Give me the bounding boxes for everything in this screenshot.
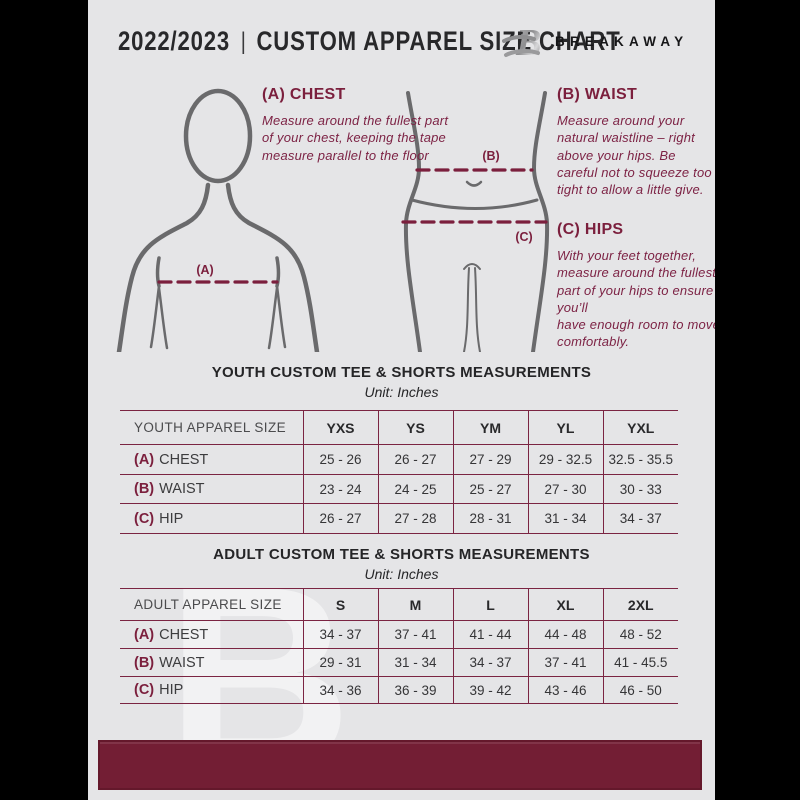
waist-line-label: (B): [482, 149, 499, 163]
footer-accent-bar: [98, 740, 702, 790]
table-cell: 37 - 41: [377, 620, 453, 649]
table-cell: 28 - 31: [452, 503, 528, 534]
table-cell: 25 - 26: [302, 444, 378, 475]
row-label-waist: (B) WAIST: [120, 474, 303, 504]
youth-size-table: YOUTH APPAREL SIZE YXS YS YM YL YXL (A) C…: [120, 410, 678, 534]
table-cell: 23 - 24: [302, 474, 378, 504]
table-cell: 34 - 36: [302, 676, 378, 704]
adult-header-label: ADULT APPAREL SIZE: [120, 588, 303, 621]
column-header-ym: YM: [452, 410, 528, 445]
column-header-xl: XL: [527, 588, 603, 621]
column-header-yxs: YXS: [302, 410, 378, 445]
youth-header-label: YOUTH APPAREL SIZE: [120, 410, 303, 445]
table-cell: 46 - 50: [602, 676, 678, 704]
hips-instruction: (C) HIPS With your feet together, measur…: [557, 221, 715, 351]
column-header-m: M: [377, 588, 453, 621]
youth-header-row: YOUTH APPAREL SIZE YXS YS YM YL YXL: [120, 410, 678, 445]
table-cell: 29 - 31: [302, 648, 378, 677]
season-year: 2022/2023: [118, 26, 231, 56]
table-cell: 39 - 42: [452, 676, 528, 704]
brand-name: BREAKAWAY: [555, 34, 689, 49]
adult-waist-row: (B) WAIST 29 - 31 31 - 34 34 - 37 37 - 41…: [120, 648, 678, 677]
column-header-yxl: YXL: [602, 410, 678, 445]
adult-size-table: ADULT APPAREL SIZE S M L XL 2XL (A) CHEST…: [120, 588, 678, 704]
table-cell: 31 - 34: [377, 648, 453, 677]
table-cell: 37 - 41: [527, 648, 603, 677]
column-header-yl: YL: [527, 410, 603, 445]
table-cell: 27 - 30: [527, 474, 603, 504]
youth-table-title: YOUTH CUSTOM TEE & SHORTS MEASUREMENTS: [211, 364, 592, 381]
table-cell: 36 - 39: [377, 676, 453, 704]
chest-body: Measure around the fullest part of your …: [262, 113, 449, 163]
adult-table-unit: Unit: Inches: [364, 566, 439, 582]
table-cell: 34 - 37: [602, 503, 678, 534]
table-cell: 26 - 27: [377, 444, 453, 475]
table-cell: 44 - 48: [527, 620, 603, 649]
table-cell: 41 - 44: [452, 620, 528, 649]
youth-chest-row: (A) CHEST 25 - 26 26 - 27 27 - 29 29 - 32…: [120, 444, 678, 475]
table-cell: 43 - 46: [527, 676, 603, 704]
column-header-2xl: 2XL: [602, 588, 678, 621]
table-cell: 30 - 33: [602, 474, 678, 504]
chest-heading: (A) CHEST: [262, 86, 346, 103]
breakaway-logo-icon: B: [502, 22, 541, 63]
waist-instruction: (B) WAIST Measure around your natural wa…: [557, 86, 715, 198]
row-label-hip: (C) HIP: [120, 676, 303, 704]
table-cell: 25 - 27: [452, 474, 528, 504]
table-cell: 29 - 32.5: [527, 444, 603, 475]
table-cell: 27 - 29: [452, 444, 528, 475]
logo-letter: B: [515, 22, 541, 63]
column-header-s: S: [302, 588, 378, 621]
adult-chest-row: (A) CHEST 34 - 37 37 - 41 41 - 44 44 - 48…: [120, 620, 678, 649]
youth-table-unit: Unit: Inches: [364, 384, 439, 400]
row-label-chest: (A) CHEST: [120, 444, 303, 475]
row-label-chest: (A) CHEST: [120, 620, 303, 649]
waist-body: Measure around your natural waistline – …: [557, 113, 712, 198]
adult-table-title: ADULT CUSTOM TEE & SHORTS MEASUREMENTS: [213, 546, 590, 563]
adult-hip-row: (C) HIP 34 - 36 36 - 39 39 - 42 43 - 46 4…: [120, 676, 678, 704]
size-chart-page: 2022/2023 | CUSTOM APPAREL SIZE CHART B …: [88, 0, 715, 800]
table-cell: 34 - 37: [452, 648, 528, 677]
hips-line-label: (C): [515, 230, 532, 244]
youth-hip-row: (C) HIP 26 - 27 27 - 28 28 - 31 31 - 34 3…: [120, 503, 678, 534]
table-cell: 31 - 34: [527, 503, 603, 534]
table-cell: 26 - 27: [302, 503, 378, 534]
table-cell: 32.5 - 35.5: [602, 444, 678, 475]
page-title: CUSTOM APPAREL SIZE CHART: [256, 26, 621, 56]
waist-hips-figure-illustration: (B) (C): [401, 91, 550, 352]
chest-instruction: (A) CHEST Measure around the fullest par…: [262, 86, 454, 164]
column-header-ys: YS: [377, 410, 453, 445]
hips-body: With your feet together, measure around …: [557, 248, 715, 350]
hips-heading: (C) HIPS: [557, 221, 624, 238]
column-header-l: L: [452, 588, 528, 621]
row-label-hip: (C) HIP: [120, 503, 303, 534]
youth-waist-row: (B) WAIST 23 - 24 24 - 25 25 - 27 27 - 30…: [120, 474, 678, 504]
table-cell: 27 - 28: [377, 503, 453, 534]
chest-line-label: (A): [196, 263, 213, 277]
waist-heading: (B) WAIST: [557, 86, 638, 103]
chest-figure-illustration: (A): [116, 88, 320, 352]
table-cell: 48 - 52: [602, 620, 678, 649]
table-cell: 34 - 37: [302, 620, 378, 649]
table-cell: 41 - 45.5: [602, 648, 678, 677]
masthead: 2022/2023 | CUSTOM APPAREL SIZE CHART: [118, 26, 621, 57]
adult-header-row: ADULT APPAREL SIZE S M L XL 2XL: [120, 588, 678, 621]
title-divider: |: [240, 27, 246, 55]
row-label-waist: (B) WAIST: [120, 648, 303, 677]
table-cell: 24 - 25: [377, 474, 453, 504]
